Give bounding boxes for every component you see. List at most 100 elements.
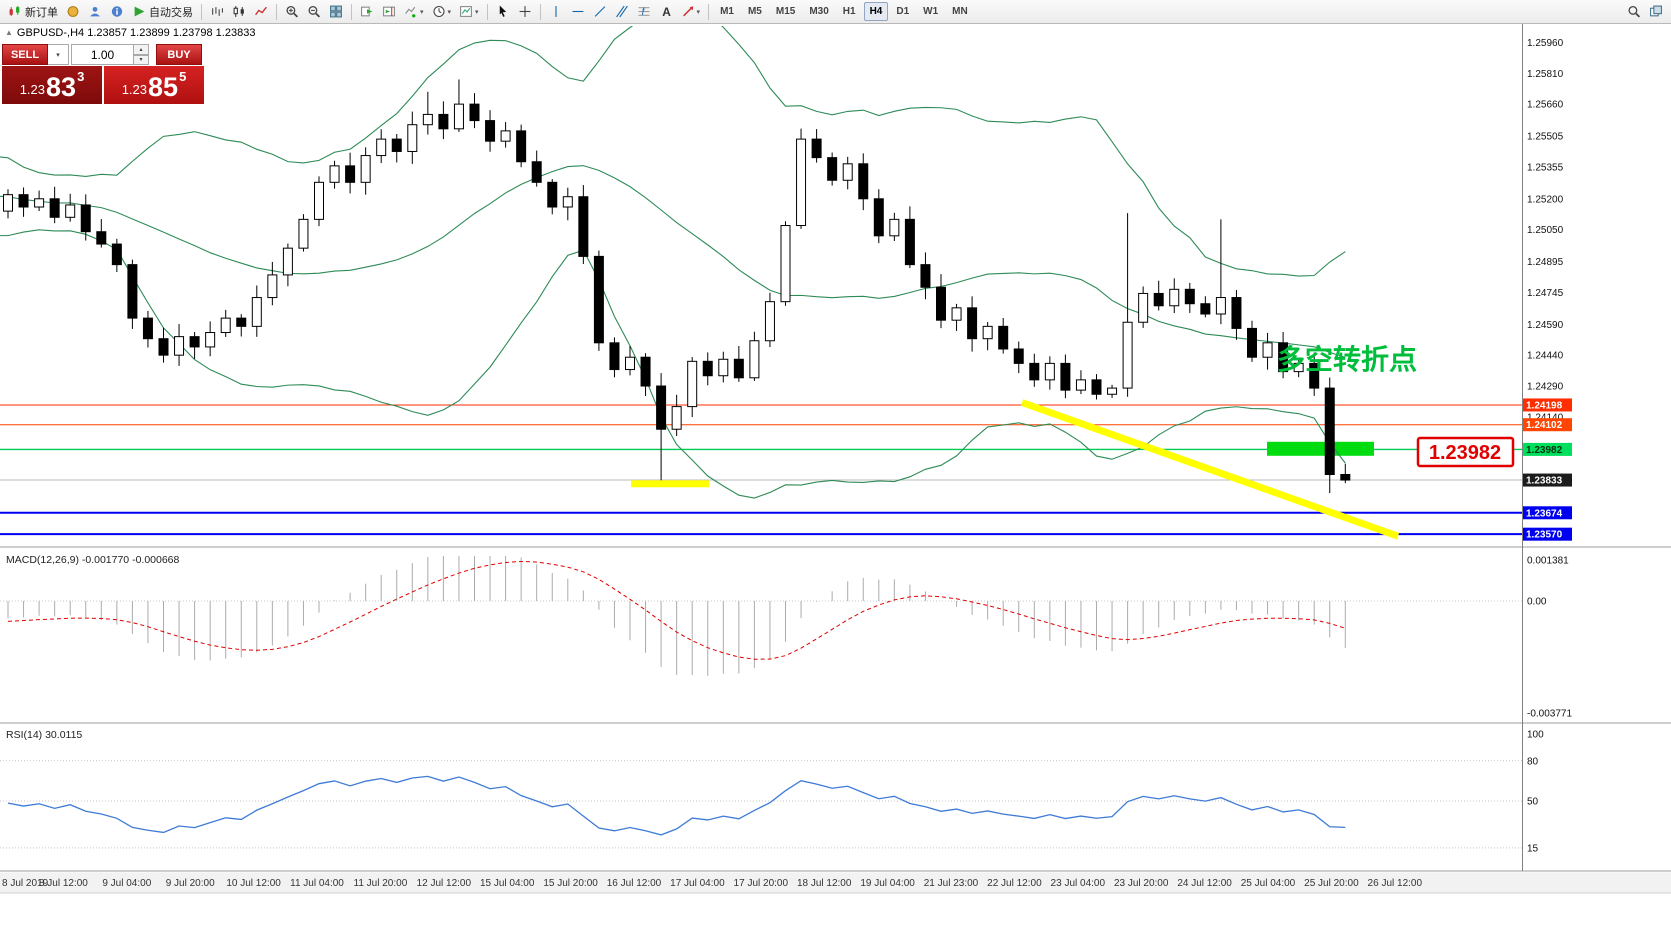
time-axis-strip[interactable] (0, 872, 1671, 893)
indicators-icon[interactable]: ▾ (400, 0, 428, 25)
search-icon (1628, 5, 1641, 18)
macd-signal-line (7, 560, 1346, 660)
rsi-axis-label: 100 (1527, 730, 1544, 741)
rsi-axis-label: 80 (1527, 756, 1539, 767)
price-axis[interactable]: 1.25960 1.25810 1.25660 1.25505 1.25355 1.252… (1523, 38, 1572, 854)
price-axis-label: 1.24290 (1527, 382, 1564, 393)
info-icon (111, 6, 123, 17)
volume-input[interactable] (71, 44, 134, 65)
templates-icon[interactable]: ▾ (455, 0, 483, 25)
bb-upper (0, 26, 1346, 277)
hline-icon (572, 10, 583, 13)
toolbar-separator (486, 3, 488, 20)
macd-axis-label: 0.00 (1527, 597, 1547, 608)
time-axis-label: 22 Jul 12:00 (987, 878, 1042, 889)
price-axis-label: 1.25505 (1527, 132, 1564, 143)
time-axis-label: 26 Jul 12:00 (1368, 878, 1423, 889)
ask-price-panel[interactable]: 1.23 85 5 (104, 66, 204, 104)
price-line-label: 1.23982 (1526, 445, 1563, 456)
person-icon (90, 6, 100, 17)
bid-pip-digit: 3 (77, 69, 85, 84)
timeframe-h1-button[interactable]: H1 (842, 6, 856, 17)
sell-button[interactable]: SELL (2, 44, 48, 65)
new-order-button[interactable]: 新订单 (4, 0, 62, 25)
price-axis-label: 1.24745 (1527, 288, 1564, 299)
main-chart-area[interactable] (0, 26, 1522, 547)
bid-price-panel[interactable]: 1.23 83 3 (2, 66, 102, 104)
time-axis[interactable]: 8 Jul 20198 Jul 12:00 9 Jul 04:00 9 Jul 20… (0, 872, 1671, 893)
arrows-tool-icon[interactable]: ▾ (677, 0, 705, 25)
toolbar-separator (201, 3, 202, 20)
price-line-label: 1.23570 (1526, 530, 1563, 541)
timeframe-m15-button[interactable]: M15 (775, 6, 796, 17)
timeframe-m1-button[interactable]: M1 (720, 6, 734, 17)
one-click-toggle-icon[interactable]: ▲ (5, 28, 13, 37)
periods-icon[interactable]: ▾ (428, 0, 456, 25)
time-axis-label: 10 Jul 12:00 (226, 878, 281, 889)
crosshair-icon[interactable] (514, 0, 536, 25)
green-highlight-bar[interactable] (1267, 441, 1374, 456)
candlestick-chart-icon[interactable] (228, 0, 250, 25)
volume-step-down-icon[interactable]: ▾ (134, 54, 149, 65)
horizontal-price-lines[interactable] (0, 404, 1522, 536)
line-chart-icon[interactable] (250, 0, 272, 25)
timeframe-d1-button[interactable]: D1 (896, 6, 910, 17)
trendline-icon[interactable] (589, 0, 611, 25)
windows-icon[interactable] (1645, 0, 1667, 25)
cursor-icon[interactable] (492, 0, 514, 25)
price-line-label: 1.23833 (1526, 476, 1563, 487)
volume-step-up-icon[interactable]: ▴ (134, 44, 149, 55)
community-icon[interactable] (84, 0, 106, 25)
auto-scroll-icon[interactable] (356, 0, 378, 25)
price-line-label: 1.24198 (1526, 400, 1563, 411)
fibonacci-icon[interactable]: f (633, 0, 655, 25)
price-axis-strip[interactable] (1522, 26, 1671, 871)
buy-button[interactable]: BUY (156, 44, 202, 65)
yellow-trendline[interactable] (1020, 399, 1400, 540)
bull-bear-turning-point-annotation[interactable]: 多空转折点 (1277, 343, 1417, 375)
macd-label: MACD(12,26,9) -0.001770 -0.000668 (6, 554, 180, 566)
trend-icon (594, 6, 605, 17)
vertical-line-icon[interactable] (545, 0, 567, 25)
tile-windows-icon[interactable] (325, 0, 347, 25)
timeframe-m5-button[interactable]: M5 (747, 6, 762, 17)
zoom-in-icon[interactable] (281, 0, 303, 25)
market-watch-icon[interactable] (62, 0, 84, 25)
timeframe-m30-button[interactable]: M30 (809, 6, 829, 17)
time-axis-label: 17 Jul 20:00 (734, 878, 789, 889)
time-axis-label: 23 Jul 20:00 (1114, 878, 1169, 889)
rsi-line (7, 775, 1346, 836)
toolbar-separator (276, 3, 277, 20)
search-icon[interactable] (1623, 0, 1645, 25)
price-axis-label: 1.24140 (1527, 412, 1564, 423)
timeframe-w1-button[interactable]: W1 (923, 6, 939, 17)
autotrade-button[interactable]: 自动交易 (128, 0, 197, 25)
horizontal-line-icon[interactable] (567, 0, 589, 25)
macd-axis-label: -0.003771 (1527, 708, 1572, 719)
rsi-panel[interactable] (0, 726, 1522, 870)
time-axis-label: 8 Jul 2019 (2, 878, 49, 889)
timeframe-mn-button[interactable]: MN (952, 6, 968, 17)
indplus-icon (405, 6, 416, 18)
time-axis-label: 23 Jul 04:00 (1051, 878, 1106, 889)
neworder-icon (9, 6, 20, 16)
zoom-out-icon[interactable] (303, 0, 325, 25)
rsi-label: RSI(14) 30.0115 (6, 729, 82, 741)
price-callout-box[interactable]: 1.23982 (1416, 436, 1515, 468)
volume-dropdown-icon[interactable]: ▾ (48, 44, 69, 65)
text-tool-icon[interactable]: A (655, 0, 677, 25)
macd-panel[interactable] (0, 551, 1522, 720)
windows-icon (1650, 5, 1662, 17)
time-axis-label: 9 Jul 04:00 (102, 878, 151, 889)
channel-icon (615, 5, 628, 18)
timeframe-h4-button[interactable]: H4 (863, 2, 889, 21)
chart-shift-icon[interactable] (378, 0, 400, 25)
bar-chart-icon[interactable] (206, 0, 228, 25)
equidistant-channel-icon[interactable] (611, 0, 633, 25)
price-axis-label: 1.25960 (1527, 38, 1564, 49)
help-info-icon[interactable] (106, 0, 128, 25)
time-axis-label: 25 Jul 04:00 (1241, 878, 1296, 889)
tile-icon (330, 5, 342, 18)
